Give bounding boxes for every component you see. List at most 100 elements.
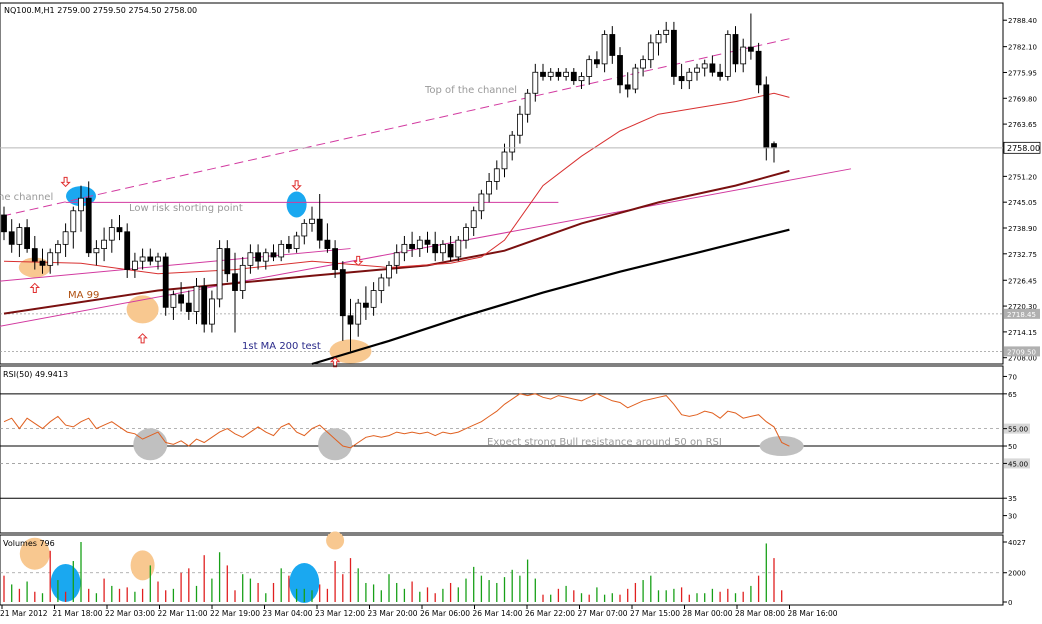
candle <box>540 63 546 81</box>
candle-body <box>1 214 7 233</box>
candle <box>131 252 138 278</box>
candle <box>386 261 392 287</box>
time-tick-label: 23 Mar 20:00 <box>368 609 418 618</box>
candle <box>409 231 416 257</box>
level-box <box>1004 308 1040 319</box>
time-tick-label: 22 Mar 03:00 <box>105 609 155 618</box>
highlight-ellipse <box>126 295 159 324</box>
candle-body <box>740 46 747 65</box>
candle-body <box>147 256 154 262</box>
candle <box>201 277 208 333</box>
candle <box>424 231 431 253</box>
rsi-tick-label: 50 <box>1008 443 1017 451</box>
candle <box>155 252 161 270</box>
candle <box>647 34 654 69</box>
candle <box>31 235 38 270</box>
candle <box>101 227 107 262</box>
candle <box>316 193 323 249</box>
candle-body <box>386 264 392 279</box>
candle <box>432 231 439 262</box>
candle <box>586 55 593 85</box>
candle <box>416 235 423 257</box>
channel-line <box>0 38 790 218</box>
candle-body <box>355 302 362 325</box>
highlight-ellipse <box>318 428 353 461</box>
candle <box>224 240 231 283</box>
candle <box>709 55 716 77</box>
highlight-ellipse <box>19 537 50 570</box>
candle-body <box>85 197 92 254</box>
price-axis: 2788.40 2782.10 2775.95 2769.80 2763.65 2751.… <box>1003 17 1037 363</box>
candle <box>170 290 177 320</box>
candle <box>70 206 77 249</box>
candle-body <box>101 239 107 249</box>
volume-axis: 4027 2000 0 <box>1003 539 1026 607</box>
candle-body <box>285 243 292 249</box>
volume-tick-label: 4027 <box>1008 539 1026 547</box>
candle <box>1 206 7 241</box>
candle-body <box>601 34 608 65</box>
candle-body <box>278 243 285 258</box>
candle-body <box>416 239 423 249</box>
candle-body <box>732 34 739 65</box>
candle <box>239 256 246 299</box>
time-axis: 21 Mar 2012 21 Mar 18:00 22 Mar 03:00 22 Ma… <box>0 605 838 618</box>
candle-body <box>555 71 562 77</box>
candle-body <box>224 248 231 275</box>
candle-body <box>255 252 262 262</box>
candle <box>162 252 169 316</box>
volume-title: Volumes 796 <box>3 539 55 548</box>
candle-body <box>678 76 685 82</box>
current-price-box <box>1003 141 1041 154</box>
candle <box>401 235 408 262</box>
candle-body <box>93 248 100 254</box>
candle <box>393 244 400 274</box>
candle-body <box>116 227 123 233</box>
candle-body <box>262 252 269 262</box>
price-tick-label: 2782.10 <box>1008 44 1037 52</box>
rsi-axis: 70 65 55.00 50 45.00 35 30 <box>1003 373 1030 521</box>
candle <box>39 248 46 274</box>
price-tick-label: 2769.80 <box>1008 95 1037 103</box>
candle <box>232 252 238 333</box>
candle-body <box>232 273 238 291</box>
candle-body <box>647 42 654 61</box>
candle <box>339 261 346 341</box>
time-tick-label: 26 Mar 06:00 <box>420 609 470 618</box>
time-tick-label: 23 Mar 12:00 <box>315 609 365 618</box>
moving-average-line <box>311 228 790 366</box>
candle-body <box>131 260 138 270</box>
candle <box>555 68 562 81</box>
candle <box>301 219 308 245</box>
candle <box>478 189 485 220</box>
candle-body <box>771 143 777 149</box>
highlight-ellipse <box>759 436 804 457</box>
candle-body <box>185 302 192 312</box>
candle <box>378 273 385 304</box>
candle <box>255 244 262 270</box>
candle <box>332 240 339 278</box>
candle <box>93 240 100 266</box>
candle <box>517 105 523 144</box>
candle <box>47 248 54 274</box>
candle <box>362 286 369 320</box>
annotation-channel-left: he channel <box>0 192 53 203</box>
candle <box>108 219 115 253</box>
candle-body <box>517 113 523 136</box>
candle-body <box>393 252 400 266</box>
volume-panel-frame <box>0 534 1004 606</box>
candle-body <box>424 239 431 245</box>
time-tick-label: 26 Mar 14:00 <box>473 609 523 618</box>
arrow-up-icon <box>137 333 148 344</box>
candle <box>8 219 15 253</box>
candle-body <box>439 243 446 254</box>
candle-body <box>624 84 631 90</box>
time-tick-label: 26 Mar 22:00 <box>525 609 575 618</box>
candle <box>570 68 577 85</box>
candle-body <box>155 256 161 262</box>
candle <box>509 131 516 161</box>
candle-body <box>309 218 315 224</box>
volume-tick-label: 2000 <box>1008 570 1026 578</box>
candle-body <box>55 243 61 254</box>
candle <box>185 290 192 320</box>
